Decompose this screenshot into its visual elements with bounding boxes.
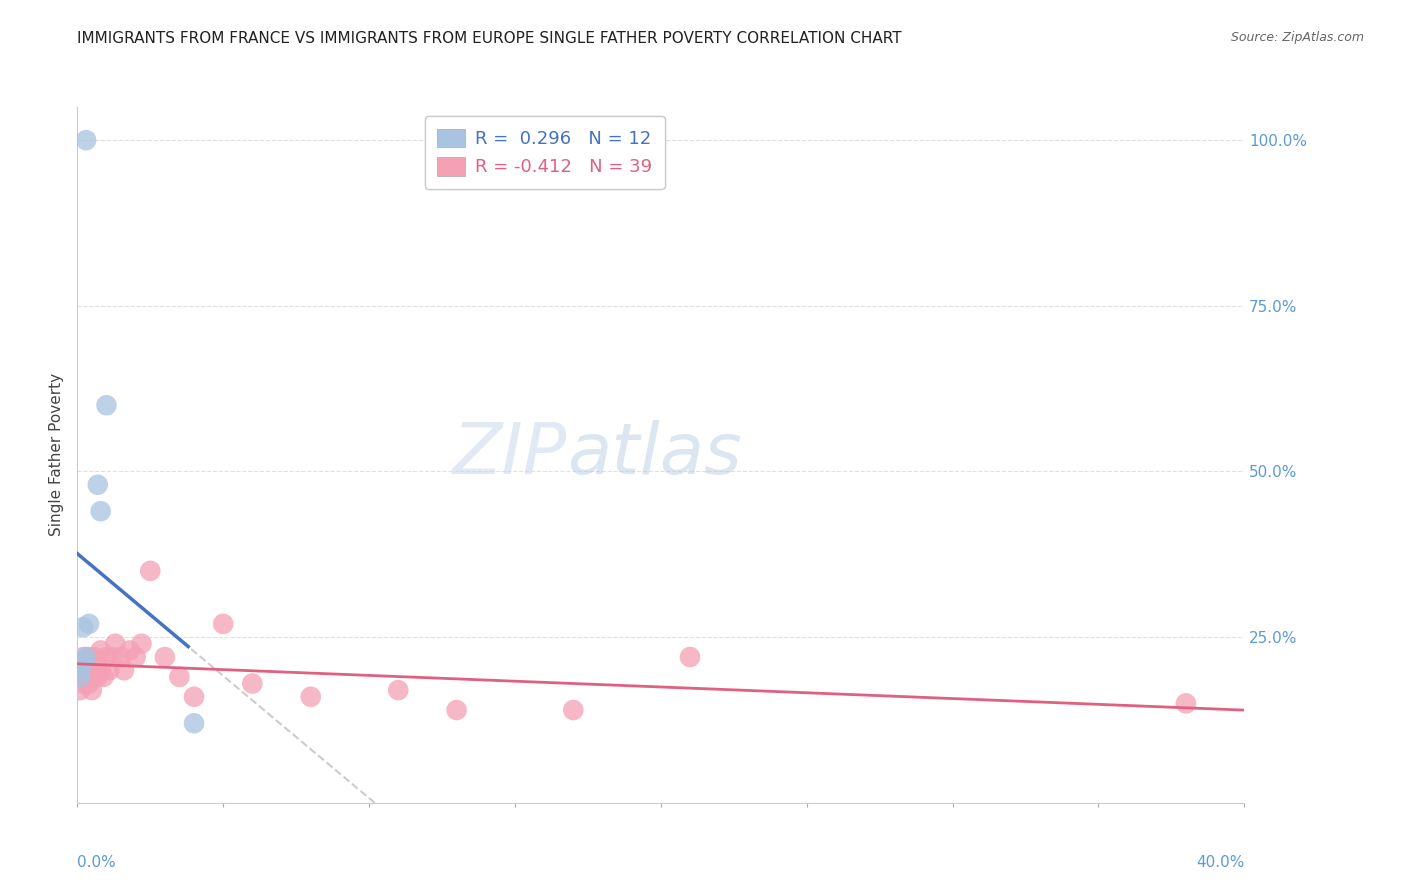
Point	[131, 637, 153, 651]
Point	[75, 650, 97, 665]
Point	[69, 670, 91, 684]
Point	[90, 663, 112, 677]
Point	[69, 683, 91, 698]
Text: atlas: atlas	[568, 420, 742, 490]
Point	[72, 620, 94, 634]
Point	[75, 133, 97, 147]
Point	[183, 716, 205, 731]
Point	[93, 670, 115, 684]
Point	[110, 650, 132, 665]
Point	[562, 703, 585, 717]
Legend: R =  0.296   N = 12, R = -0.412   N = 39: R = 0.296 N = 12, R = -0.412 N = 39	[425, 116, 665, 189]
Point	[96, 398, 118, 412]
Point	[69, 663, 91, 677]
Point	[169, 670, 191, 684]
Text: 0.0%: 0.0%	[77, 855, 117, 870]
Text: ZIP: ZIP	[453, 420, 568, 490]
Point	[75, 670, 97, 684]
Point	[72, 663, 94, 677]
Point	[125, 650, 148, 665]
Y-axis label: Single Father Poverty: Single Father Poverty	[49, 374, 65, 536]
Point	[83, 650, 105, 665]
Point	[87, 477, 110, 491]
Point	[69, 663, 91, 677]
Point	[299, 690, 322, 704]
Point	[83, 670, 105, 684]
Point	[72, 650, 94, 665]
Point	[387, 683, 409, 698]
Point	[101, 650, 124, 665]
Point	[75, 657, 97, 671]
Point	[446, 703, 468, 717]
Point	[72, 676, 94, 690]
Point	[1175, 697, 1198, 711]
Point	[90, 504, 112, 518]
Point	[72, 653, 94, 667]
Point	[77, 650, 100, 665]
Point	[104, 637, 127, 651]
Point	[139, 564, 162, 578]
Point	[242, 676, 264, 690]
Point	[87, 657, 110, 671]
Point	[87, 670, 110, 684]
Point	[118, 643, 141, 657]
Text: IMMIGRANTS FROM FRANCE VS IMMIGRANTS FROM EUROPE SINGLE FATHER POVERTY CORRELATI: IMMIGRANTS FROM FRANCE VS IMMIGRANTS FRO…	[77, 31, 903, 46]
Point	[212, 616, 235, 631]
Point	[96, 650, 118, 665]
Point	[183, 690, 205, 704]
Point	[80, 663, 103, 677]
Point	[90, 643, 112, 657]
Point	[153, 650, 176, 665]
Text: Source: ZipAtlas.com: Source: ZipAtlas.com	[1230, 31, 1364, 45]
Text: 40.0%: 40.0%	[1197, 855, 1244, 870]
Point	[80, 683, 103, 698]
Point	[679, 650, 702, 665]
Point	[77, 616, 100, 631]
Point	[112, 663, 135, 677]
Point	[98, 663, 121, 677]
Point	[77, 676, 100, 690]
Point	[69, 657, 91, 671]
